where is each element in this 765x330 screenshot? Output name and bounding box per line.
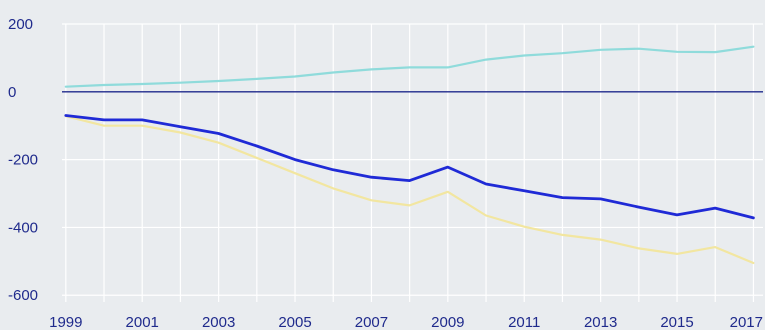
x-tick-label-4: 2007 [355, 314, 388, 330]
y-tick-label-3: -400 [8, 219, 38, 236]
x-tick-label-7: 2013 [584, 314, 617, 330]
x-tick-label-5: 2009 [431, 314, 464, 330]
series-line-0 [64, 45, 755, 88]
x-tick-label-1: 2001 [126, 314, 159, 330]
x-tick-label-6: 2011 [508, 314, 540, 330]
y-tick-label-0: 200 [8, 16, 33, 33]
y-axis-tick-labels: 200 0 -200 -400 -600 [8, 16, 38, 304]
x-axis-tick-labels: 1999 2001 2003 2005 2007 2009 2011 2013 2015 2017 [49, 314, 763, 330]
x-tick-label-9: 2017 [730, 314, 763, 330]
y-tick-label-1: 0 [8, 84, 16, 101]
grid-lines [62, 23, 763, 302]
x-tick-label-3: 2005 [278, 314, 311, 330]
series-line-2 [64, 115, 755, 265]
y-tick-label-2: -200 [8, 152, 38, 169]
x-tick-label-8: 2015 [660, 314, 693, 330]
series-lines [64, 45, 755, 265]
x-tick-label-2: 2003 [202, 314, 235, 330]
x-tick-label-0: 1999 [49, 314, 82, 330]
y-tick-label-4: -600 [8, 287, 38, 304]
series-line-1 [64, 114, 755, 220]
